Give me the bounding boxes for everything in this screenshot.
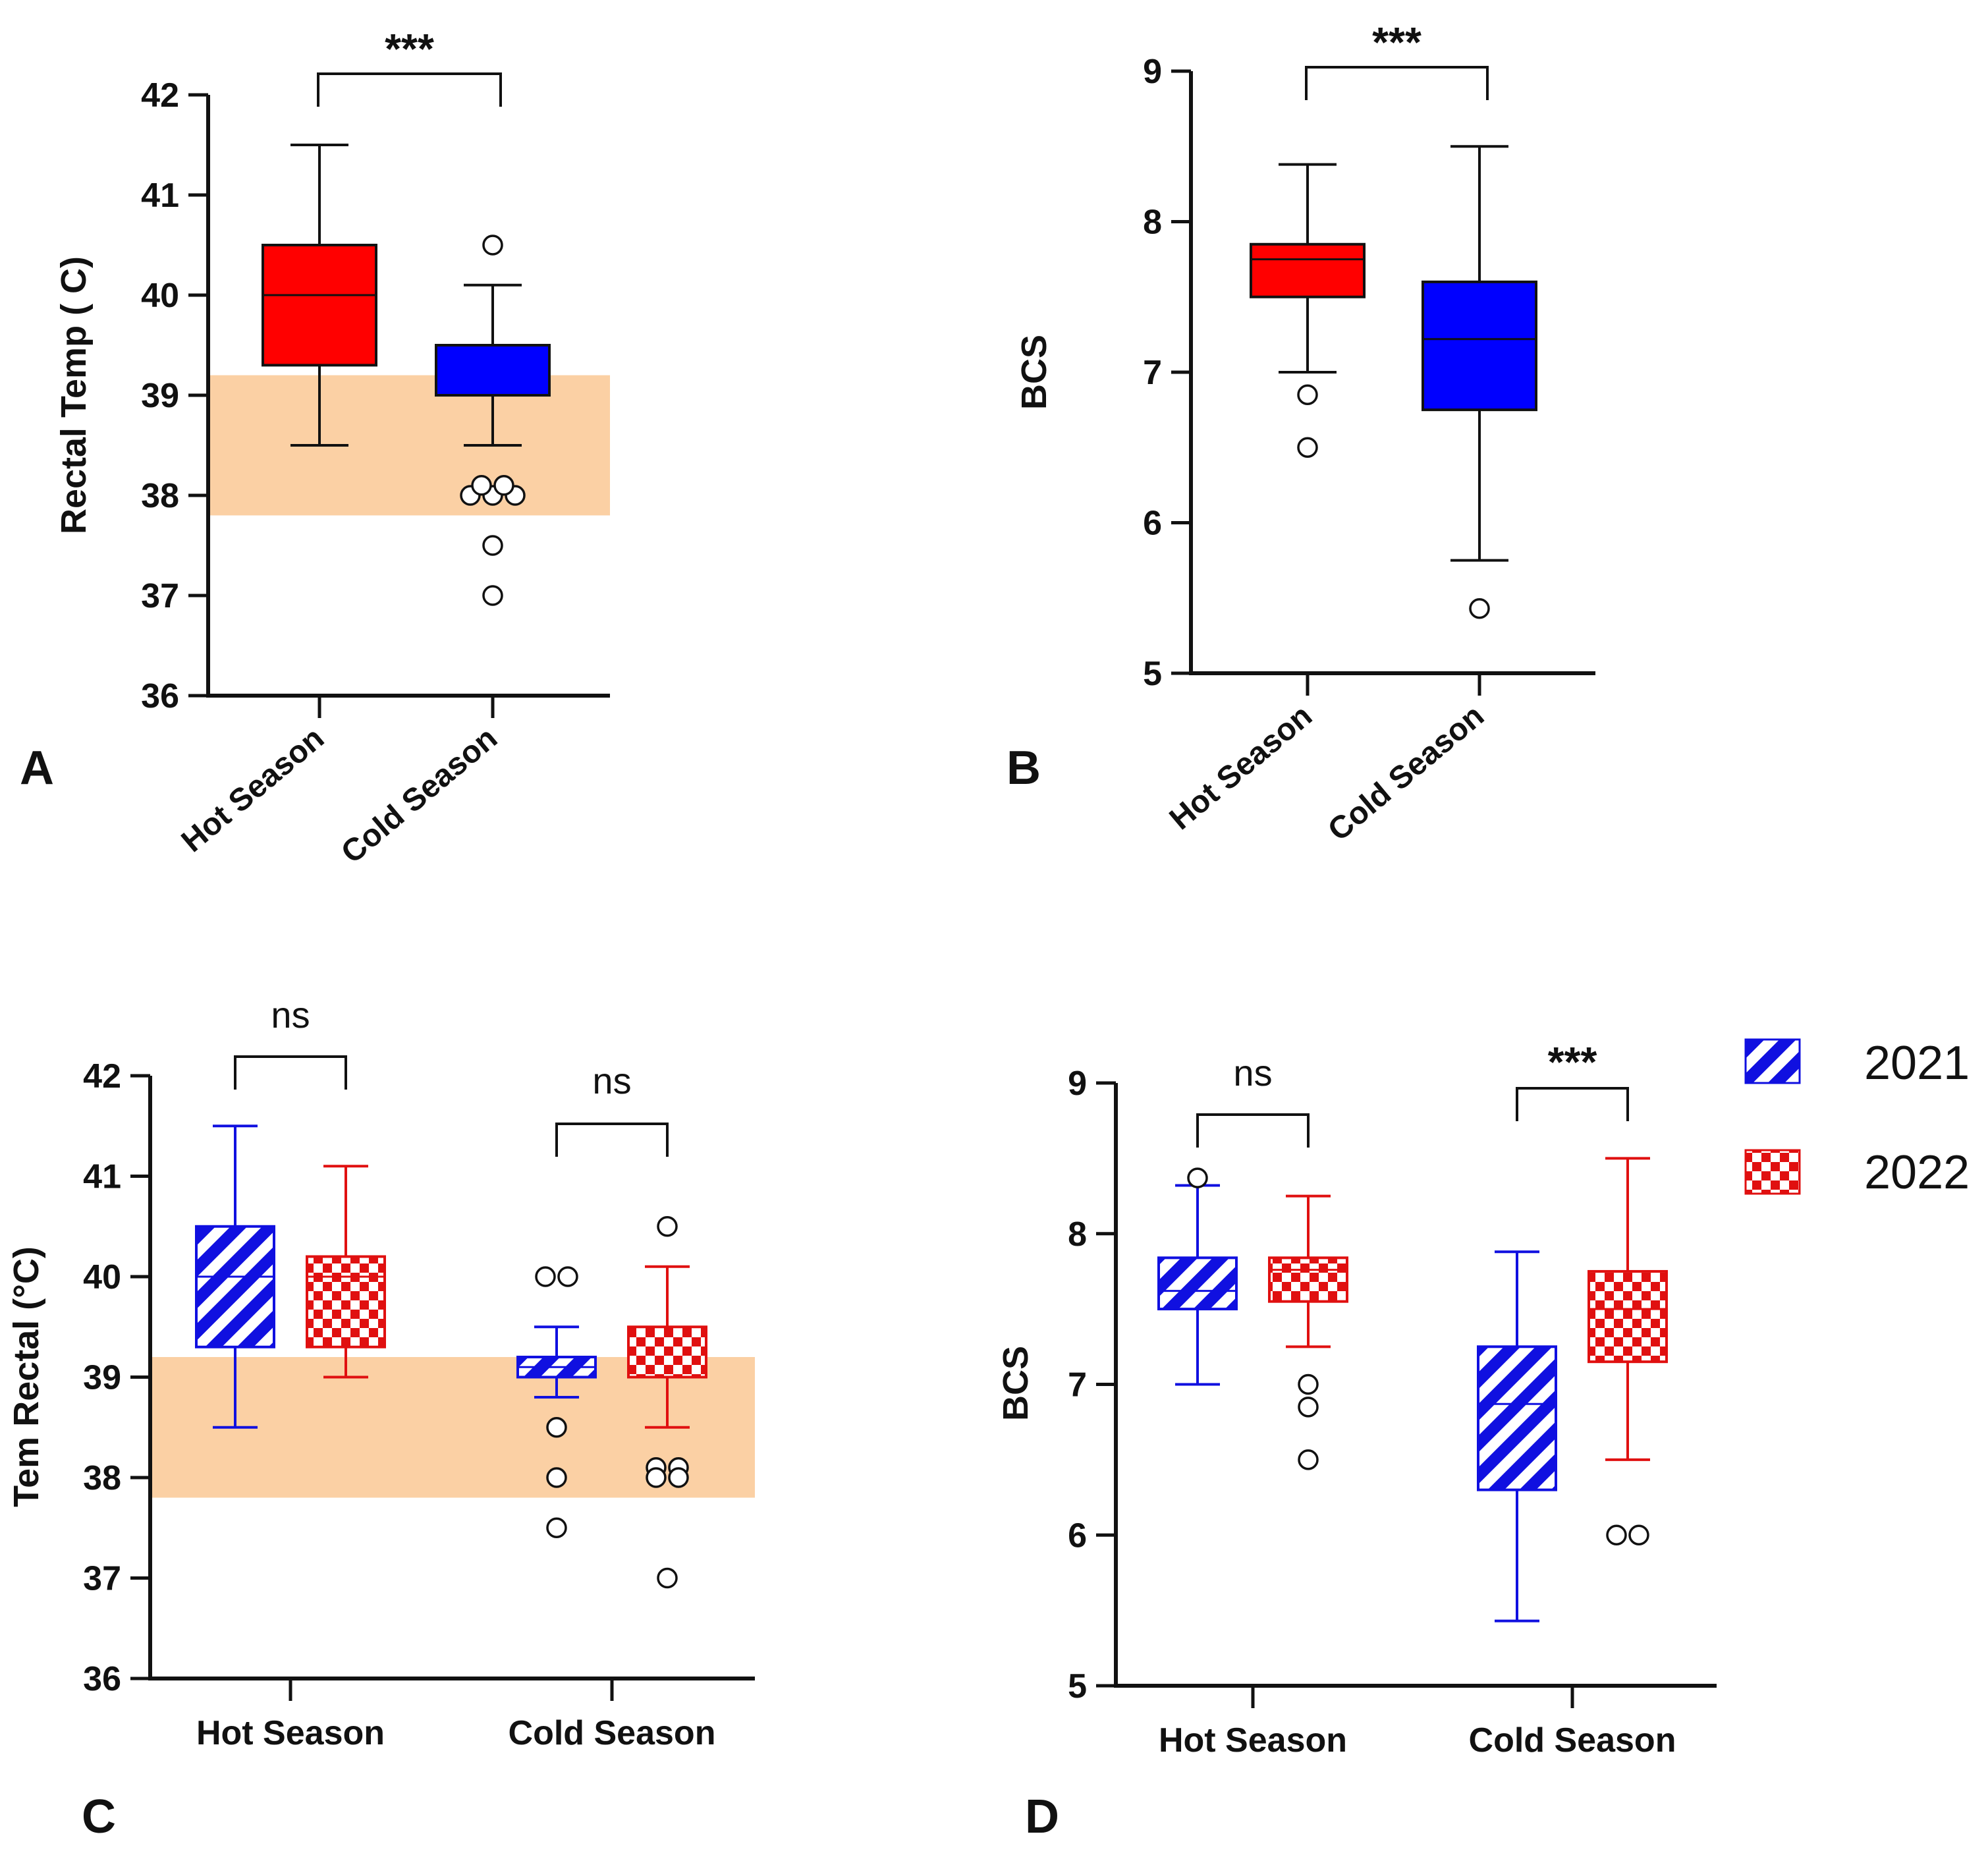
panel-c-x-tick-label: Cold Season (509, 1714, 716, 1752)
panel-d-y-tick-label: 8 (1068, 1215, 1087, 1254)
panel-c-chart: 36 37 38 39 40 41 42 Tem Rectal (°C) Hot Season C… (7, 994, 755, 1752)
panel-c-box-2022-iqr (627, 1325, 707, 1379)
legend-label-2021: 2021 (1864, 1037, 1970, 1090)
legend-swatch-2022 (1744, 1149, 1801, 1195)
panel-c-y-tick-label: 37 (83, 1560, 121, 1598)
panel-letter-c: C (82, 1790, 116, 1843)
panel-d-box-2022-outlier (1606, 1524, 1627, 1545)
panel-c-box-2022-outlier (657, 1216, 678, 1237)
panel-d-box-2022-outlier (1298, 1449, 1319, 1470)
panel-d-y-axis-label: BCS (996, 1346, 1035, 1421)
panel-d-y-tick-label: 6 (1068, 1516, 1087, 1555)
panel-c-y-axis-label: Tem Rectal (°C) (7, 1246, 46, 1507)
panel-a-significance-label: *** (385, 25, 434, 72)
panel-d-x-tick-label: Cold Season (1469, 1721, 1676, 1760)
panel-c-significance-label: ns (271, 994, 310, 1036)
legend-label-2022: 2022 (1864, 1146, 1970, 1199)
panel-d-box-2022-outlier (1628, 1524, 1649, 1545)
panel-a-box-hot-iqr (262, 244, 377, 367)
panel-a-box-cold-outlier (482, 235, 503, 256)
panel-b-box-cold-iqr (1422, 280, 1537, 412)
panel-letter-a: A (20, 742, 54, 794)
panel-letter-d: D (1025, 1790, 1059, 1843)
panel-d-significance-label: *** (1548, 1038, 1597, 1086)
panel-c-box-2021-outlier (535, 1266, 556, 1287)
panel-c-box-2022-outlier (646, 1467, 667, 1488)
panel-c-y-tick-label: 42 (83, 1057, 121, 1096)
panel-a-y-tick-label: 38 (141, 477, 179, 515)
panel-c-y-tick-label: 41 (83, 1158, 121, 1196)
panel-c-y-tick-label: 38 (83, 1459, 121, 1497)
panel-b-y-tick-label: 7 (1143, 354, 1162, 392)
panel-b-box-hot-outlier (1297, 384, 1318, 406)
panel-a-y-tick-label: 37 (141, 577, 179, 615)
legend-swatch-2021 (1744, 1038, 1801, 1084)
panel-b-box-hot-iqr (1250, 242, 1366, 298)
panel-c-box-2022-outlier (657, 1567, 678, 1589)
panel-a-x-tick-label: Cold Season (335, 721, 504, 870)
panel-a-y-tick-label: 40 (141, 277, 179, 315)
panel-b-box-hot-outlier (1297, 437, 1318, 458)
panel-d-y-tick-label: 7 (1068, 1366, 1087, 1404)
panel-d-box-2022-iqr (1268, 1256, 1348, 1303)
panel-b-y-tick-label: 8 (1143, 204, 1162, 242)
panel-a-box-cold-iqr (435, 344, 551, 397)
panel-c-box-2022-outlier (668, 1467, 689, 1488)
panel-a-box-cold-outlier (493, 475, 514, 496)
panel-c-significance-label: ns (592, 1060, 631, 1101)
panel-a-reference-band (208, 375, 610, 516)
panel-d-box-2021-iqr (1157, 1256, 1238, 1311)
panel-b-significance-bracket (1305, 66, 1489, 100)
panel-a-y-tick-label: 41 (141, 177, 179, 215)
panel-d-box-2021-outlier (1187, 1167, 1208, 1188)
panel-c-x-tick-label: Hot Season (196, 1714, 385, 1752)
panel-d-y-tick-label: 9 (1068, 1065, 1087, 1103)
panel-c-box-2021-outlier (546, 1467, 567, 1488)
panel-b-x-tick-label: Hot Season (1163, 698, 1319, 837)
panel-b-y-tick-label: 5 (1143, 655, 1162, 693)
panel-a-y-tick-label: 39 (141, 377, 179, 415)
panel-c-significance-bracket (234, 1055, 347, 1090)
panel-c-significance-bracket (555, 1123, 669, 1157)
panel-a-y-tick-label: 42 (141, 76, 179, 115)
panel-c-box-2021-iqr (195, 1225, 275, 1348)
panel-letter-b: B (1007, 742, 1041, 794)
panel-d-box-2021-iqr (1477, 1345, 1557, 1491)
panel-a-significance-bracket (317, 72, 502, 107)
panel-a-chart: 36 37 38 39 40 41 42 Rectal Temp ( C) Hot Season… (54, 25, 610, 870)
panel-c-y-tick-label: 36 (83, 1660, 121, 1698)
panel-d-box-2022-outlier (1298, 1373, 1319, 1395)
panel-d-chart: 5 6 7 8 9 BCS Hot Season Cold Season ns *** (996, 1038, 1717, 1760)
panel-d-box-2022-outlier (1298, 1397, 1319, 1418)
panel-c-box-2022-iqr (306, 1255, 386, 1348)
panel-d-significance-bracket (1516, 1087, 1629, 1121)
panel-a-box-cold-outlier (482, 535, 503, 556)
panel-b-y-axis-label: BCS (1014, 335, 1054, 410)
legend: 2021 2022 (1744, 1037, 1970, 1199)
panel-b-chart: 5 6 7 8 9 BCS Hot Season Cold Season *** (1014, 18, 1595, 848)
panel-d-box-2022-iqr (1588, 1269, 1668, 1364)
panel-a-y-axis-label: Rectal Temp ( C) (54, 256, 94, 534)
panel-b-y-tick-label: 9 (1143, 53, 1162, 91)
panel-d-x-tick-label: Hot Season (1159, 1721, 1347, 1760)
panel-d-significance-bracket (1196, 1113, 1310, 1148)
panel-a-box-cold-outlier (482, 585, 503, 606)
panel-c-box-2021-outlier (546, 1417, 567, 1438)
panel-b-y-tick-label: 6 (1143, 505, 1162, 543)
panel-a-x-tick-label: Hot Season (175, 721, 331, 859)
panel-c-box-2021-outlier (557, 1266, 578, 1287)
panel-b-significance-label: *** (1372, 18, 1422, 66)
panel-b-x-tick-label: Cold Season (1321, 698, 1491, 848)
panel-d-significance-label: ns (1233, 1052, 1272, 1094)
panel-d-y-tick-label: 5 (1068, 1667, 1087, 1706)
panel-a-box-cold-outlier (471, 475, 492, 496)
panel-b-box-cold-outlier (1469, 597, 1490, 619)
panel-a-y-tick-label: 36 (141, 677, 179, 715)
panel-c-y-tick-label: 39 (83, 1359, 121, 1397)
panel-c-box-2021-outlier (546, 1517, 567, 1538)
panel-c-y-tick-label: 40 (83, 1258, 121, 1296)
